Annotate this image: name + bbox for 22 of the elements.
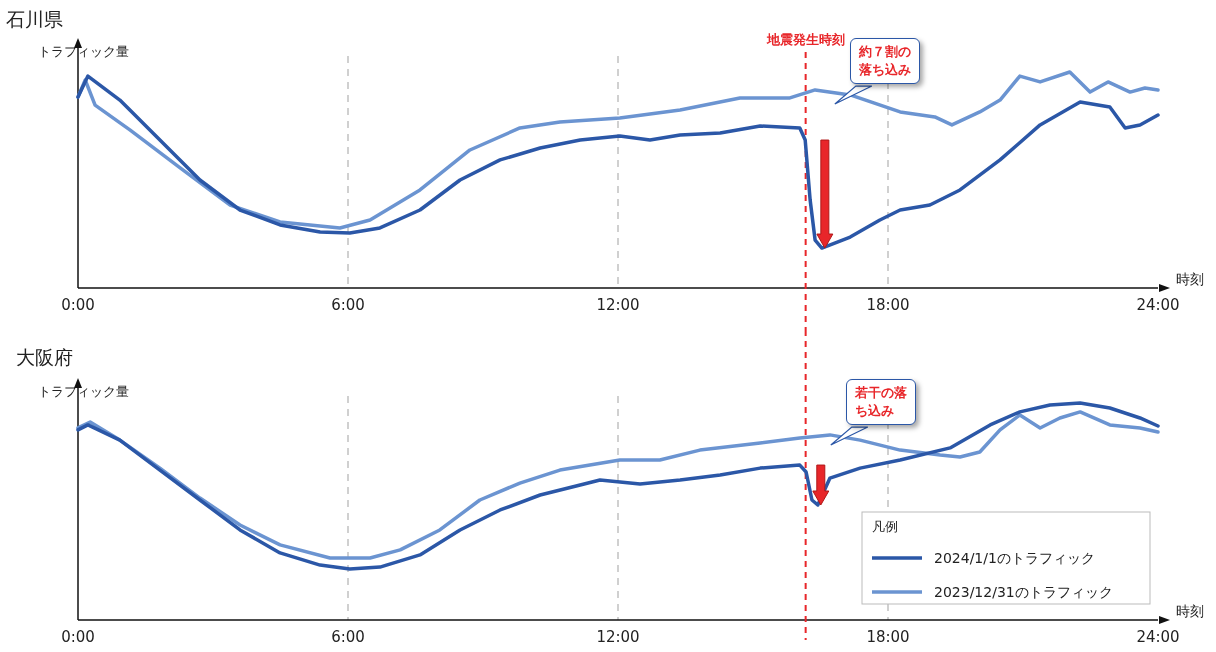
x-tick-label: 18:00 [866, 296, 910, 314]
legend-title: 凡例 [872, 519, 898, 534]
y-axis-title: トラフィック量 [38, 384, 129, 399]
x-tick-label: 24:00 [1136, 296, 1180, 314]
x-tick-label: 6:00 [331, 296, 365, 314]
ref-line-label: 地震発生時刻 [765, 32, 845, 47]
legend-label: 2023/12/31のトラフィック [934, 584, 1113, 600]
x-tick-label: 0:00 [61, 296, 95, 314]
x-axis-title: 時刻 [1176, 271, 1204, 287]
y-axis-title: トラフィック量 [38, 44, 129, 59]
annotation: 約７割の落ち込み [849, 38, 920, 85]
x-axis-title: 時刻 [1176, 603, 1204, 619]
annotation: 若干の落ち込み [845, 379, 916, 426]
legend-label: 2024/1/1のトラフィック [934, 550, 1095, 566]
x-tick-label: 24:00 [1136, 628, 1180, 646]
chart-title: 大阪府 [16, 346, 73, 368]
x-tick-label: 18:00 [866, 628, 910, 646]
x-tick-label: 6:00 [331, 628, 365, 646]
x-tick-label: 0:00 [61, 628, 95, 646]
x-tick-label: 12:00 [596, 296, 640, 314]
x-tick-label: 12:00 [596, 628, 640, 646]
chart-title: 石川県 [6, 8, 63, 30]
